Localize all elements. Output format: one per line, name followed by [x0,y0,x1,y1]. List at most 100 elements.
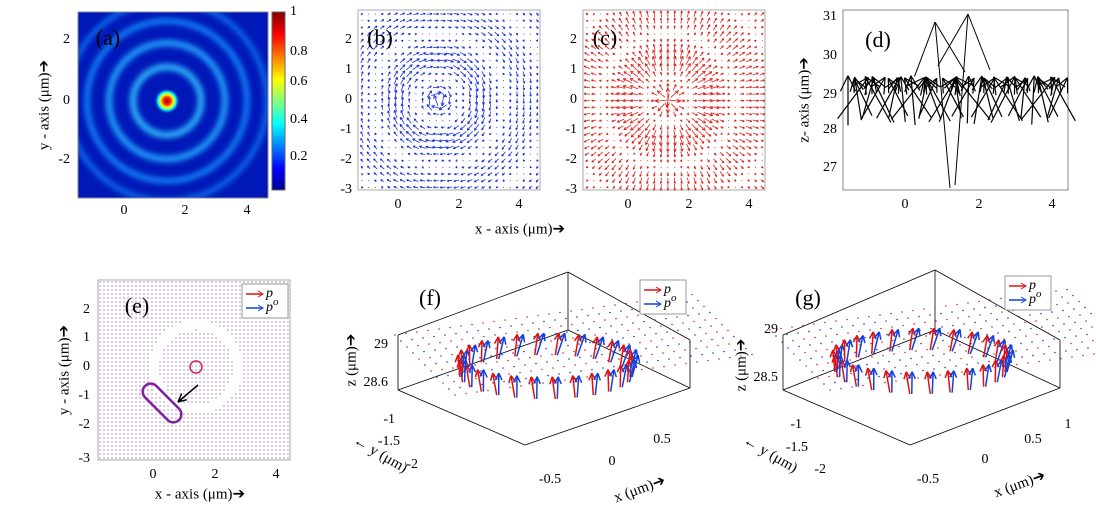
arrow [659,84,664,91]
arrow [618,178,623,184]
arrow-head [610,106,613,109]
arrow [590,65,597,69]
arrow [673,43,676,51]
arrow-head [714,46,717,49]
dot [123,325,125,327]
arrow-head [495,54,499,56]
arrow [680,184,683,191]
arrow [445,139,454,143]
dot [139,389,141,391]
dot [123,281,125,283]
dot [131,361,133,363]
dot [171,349,173,351]
arrow-head [536,86,538,90]
arrow-head [655,100,660,104]
panel-e-frame [97,279,291,461]
dot [606,120,608,122]
arrow-head [536,14,539,16]
dot [115,309,117,311]
dot [516,173,518,175]
dot [115,349,117,351]
arrow [660,150,662,158]
dot [155,341,157,343]
dot [131,453,133,455]
dot [523,166,525,168]
dot [127,405,129,407]
dot [163,421,165,423]
arrow-head [630,134,633,138]
arrow-head [610,99,613,102]
arrow [692,56,698,65]
dot [99,281,101,283]
dot [99,445,101,447]
arrow-head [424,58,427,62]
arrow-head [625,58,628,60]
arrow-head [400,110,404,113]
dot [167,317,169,319]
dot [159,325,161,327]
dot [171,297,173,299]
arrow [645,136,651,145]
arrow-head [423,13,426,16]
arrow [466,131,473,137]
arrow [645,143,650,151]
arrow-head [645,70,648,73]
arrow-head [626,11,629,14]
dot [147,413,149,415]
arrow-head [373,165,376,167]
dot [171,417,173,419]
dot [381,60,383,62]
arrow [453,71,459,77]
arrow-head [653,112,655,115]
arrow [686,17,690,24]
dot [115,385,117,387]
arrow-head [611,31,615,33]
arrow [474,83,479,92]
dot [111,457,113,459]
arrow-head [466,140,469,143]
arrow-head [722,31,725,34]
arrow-head [441,172,444,175]
arrow-head [694,63,699,66]
arrow-head [659,188,662,191]
dot [509,180,511,182]
arrow [590,58,597,63]
dot [143,289,145,291]
arrow-head [680,188,683,191]
arrow [489,104,491,111]
dot [147,421,149,423]
arrow-head [467,179,469,182]
arrow-head [402,96,404,100]
dot [674,120,676,122]
arrow-head [509,34,512,36]
dot [171,373,173,375]
arrow-head [611,24,615,27]
arrow-head [481,101,484,105]
arrow [637,117,645,124]
dot [99,297,101,299]
arrow [419,52,427,56]
dot [123,289,125,291]
arrow [659,63,663,72]
dot [135,441,137,443]
arrow-head [460,120,463,124]
arrow-head [637,70,641,73]
arrow [590,145,597,150]
dot [103,425,105,427]
dot [159,421,161,423]
colorbar [271,11,286,191]
dot [171,441,173,443]
dot [442,120,444,122]
arrow [630,130,638,138]
arrow-head [680,148,683,152]
dot [593,20,595,22]
dot [147,357,149,359]
dot [159,309,161,311]
arrow-head [502,73,505,76]
dot [143,417,145,419]
dot [107,433,109,435]
arrow-head [761,181,764,183]
arrow [387,83,391,91]
dot [123,429,125,431]
dot [123,425,125,427]
